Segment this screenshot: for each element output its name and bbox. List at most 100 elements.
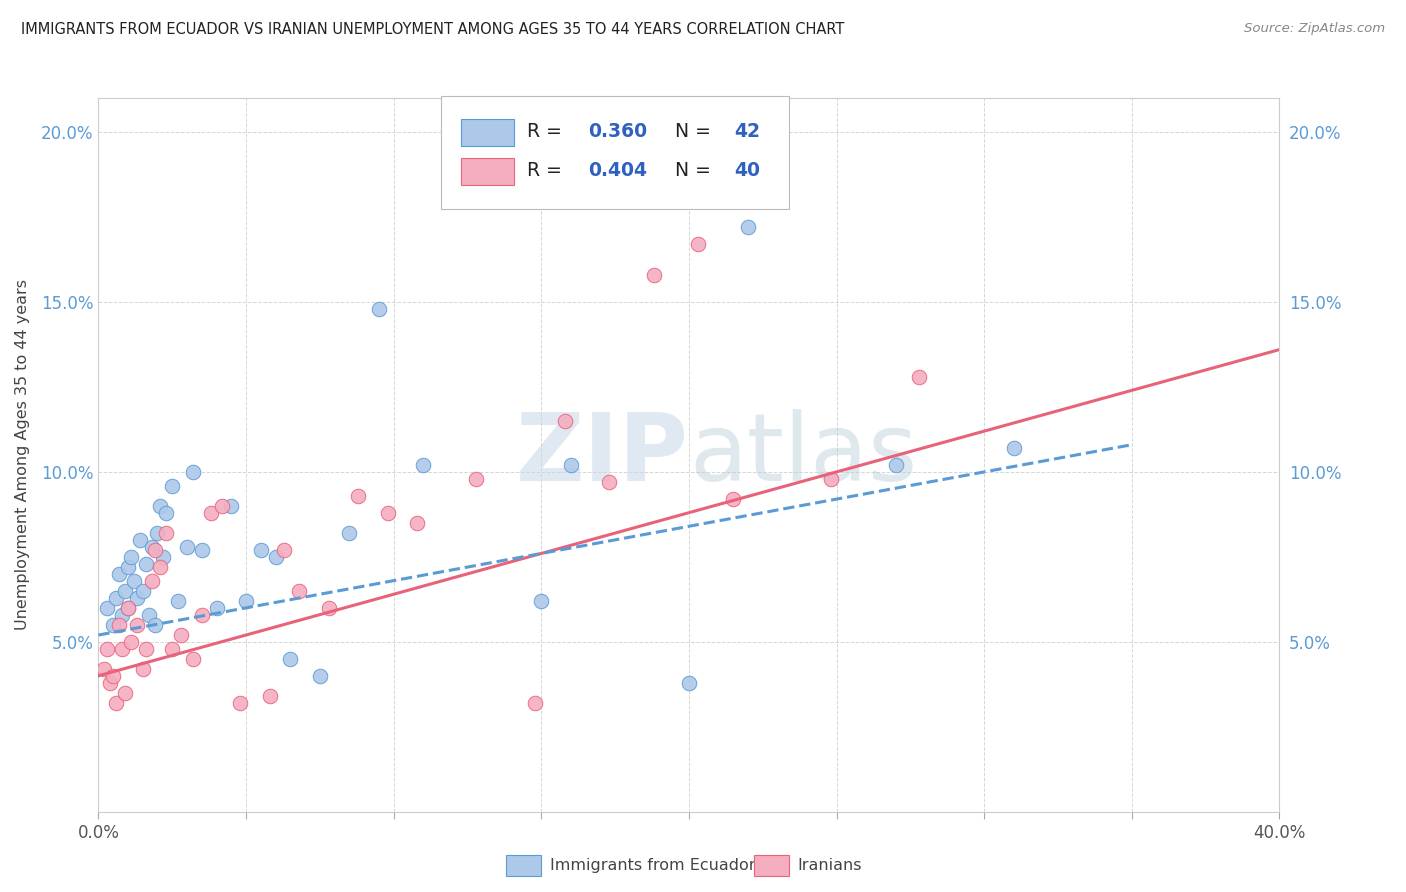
Text: R =: R = — [527, 161, 568, 180]
Point — [146, 526, 169, 541]
Point — [205, 600, 228, 615]
Point — [120, 635, 142, 649]
Point — [98, 675, 121, 690]
Point — [128, 533, 150, 547]
Point — [259, 689, 281, 703]
FancyBboxPatch shape — [441, 96, 789, 209]
Point — [96, 600, 118, 615]
Point — [264, 549, 287, 564]
Point — [103, 669, 125, 683]
Point — [176, 540, 198, 554]
Point — [598, 475, 620, 489]
Point — [181, 652, 204, 666]
Point — [132, 583, 155, 598]
Point — [723, 492, 745, 507]
Point — [162, 641, 183, 656]
Point — [524, 696, 547, 710]
Point — [138, 607, 160, 622]
Point — [318, 600, 340, 615]
Text: Source: ZipAtlas.com: Source: ZipAtlas.com — [1244, 22, 1385, 36]
Point — [143, 543, 166, 558]
Point — [120, 549, 142, 564]
Point — [309, 669, 332, 683]
Point — [162, 478, 183, 492]
Point — [141, 574, 163, 588]
Point — [530, 594, 553, 608]
Point — [155, 506, 177, 520]
Text: ZIP: ZIP — [516, 409, 689, 501]
Point — [368, 301, 391, 316]
Point — [125, 591, 148, 605]
FancyBboxPatch shape — [754, 855, 789, 876]
Point — [114, 583, 136, 598]
FancyBboxPatch shape — [461, 119, 515, 146]
Point — [167, 594, 190, 608]
Text: Immigrants from Ecuador: Immigrants from Ecuador — [550, 858, 755, 872]
Point — [1002, 441, 1025, 455]
Text: 40: 40 — [734, 161, 759, 180]
Point — [117, 560, 139, 574]
Text: N =: N = — [675, 122, 717, 141]
Point — [191, 607, 214, 622]
FancyBboxPatch shape — [506, 855, 541, 876]
Point — [181, 465, 204, 479]
Point — [117, 600, 139, 615]
Point — [149, 499, 172, 513]
Point — [554, 414, 576, 428]
Point — [412, 458, 434, 472]
Point — [211, 499, 233, 513]
Point — [908, 369, 931, 384]
Point — [820, 472, 842, 486]
Point — [643, 268, 665, 282]
Point — [686, 237, 709, 252]
Text: IMMIGRANTS FROM ECUADOR VS IRANIAN UNEMPLOYMENT AMONG AGES 35 TO 44 YEARS CORREL: IMMIGRANTS FROM ECUADOR VS IRANIAN UNEMP… — [21, 22, 845, 37]
Point — [155, 526, 177, 541]
Point — [250, 543, 273, 558]
Point — [114, 686, 136, 700]
Point — [884, 458, 907, 472]
Point — [141, 540, 163, 554]
Point — [347, 489, 370, 503]
Text: 0.404: 0.404 — [589, 161, 648, 180]
Point — [135, 641, 157, 656]
Point — [152, 549, 174, 564]
Point — [465, 472, 488, 486]
Point — [122, 574, 145, 588]
Point — [132, 662, 155, 676]
Text: R =: R = — [527, 122, 568, 141]
Point — [278, 652, 302, 666]
Point — [273, 543, 295, 558]
Point — [170, 628, 193, 642]
FancyBboxPatch shape — [461, 158, 515, 186]
Point — [111, 607, 134, 622]
Point — [105, 591, 128, 605]
Point — [560, 458, 582, 472]
Point — [288, 583, 311, 598]
Point — [235, 594, 257, 608]
Point — [406, 516, 429, 530]
Point — [103, 617, 125, 632]
Point — [737, 220, 759, 235]
Point — [105, 696, 128, 710]
Point — [191, 543, 214, 558]
Point — [93, 662, 115, 676]
Point — [125, 617, 148, 632]
Text: Iranians: Iranians — [797, 858, 862, 872]
Point — [108, 566, 131, 581]
Point — [149, 560, 172, 574]
Text: 42: 42 — [734, 122, 759, 141]
Point — [135, 557, 157, 571]
Point — [96, 641, 118, 656]
Point — [229, 696, 252, 710]
Point — [678, 675, 700, 690]
Y-axis label: Unemployment Among Ages 35 to 44 years: Unemployment Among Ages 35 to 44 years — [15, 279, 30, 631]
Text: 0.360: 0.360 — [589, 122, 648, 141]
Point — [377, 506, 399, 520]
Text: N =: N = — [675, 161, 717, 180]
Point — [339, 526, 360, 541]
Point — [117, 600, 139, 615]
Point — [108, 617, 131, 632]
Point — [219, 499, 242, 513]
Text: atlas: atlas — [689, 409, 917, 501]
Point — [111, 641, 134, 656]
